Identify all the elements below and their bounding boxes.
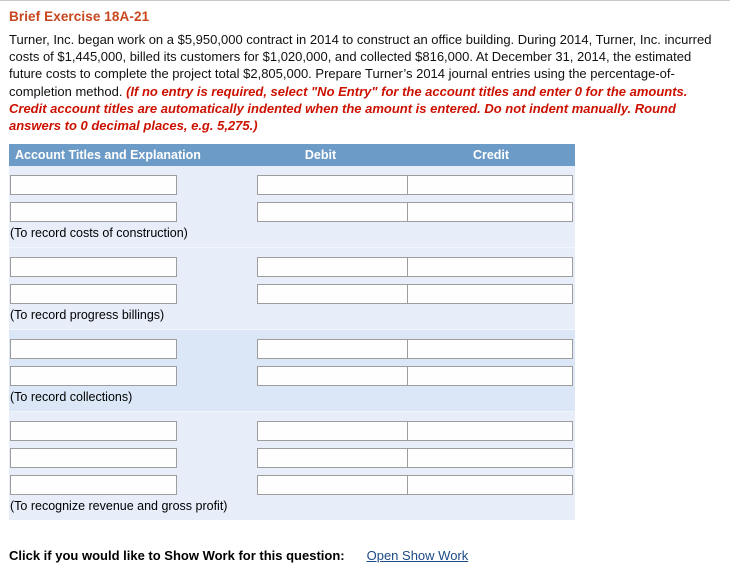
open-show-work-link[interactable]: Open Show Work	[366, 548, 469, 563]
show-work-label: Click if you would like to Show Work for…	[9, 548, 345, 563]
credit-amount-input[interactable]	[407, 283, 573, 304]
account-title-input[interactable]	[10, 474, 177, 495]
journal-group: (To record costs of construction)	[9, 166, 575, 247]
cell-account	[9, 201, 234, 222]
cell-debit	[234, 256, 422, 277]
debit-amount-input[interactable]	[257, 338, 422, 359]
credit-amount-input[interactable]	[407, 365, 573, 386]
cell-debit	[234, 338, 422, 359]
cell-account	[9, 365, 234, 386]
table-row	[9, 417, 575, 444]
credit-amount-input[interactable]	[407, 201, 573, 222]
cell-debit	[234, 474, 422, 495]
group-explanation: (To record collections)	[10, 390, 133, 404]
cell-credit	[407, 174, 575, 195]
credit-amount-input[interactable]	[407, 474, 573, 495]
prompt-note: (If no entry is required, select "No Ent…	[9, 83, 688, 134]
cell-debit	[234, 365, 422, 386]
debit-amount-input[interactable]	[257, 283, 422, 304]
column-header-credit: Credit	[472, 148, 510, 162]
prompt-body: Turner, Inc. began work on a $5,950,000 …	[9, 32, 712, 99]
cell-debit	[234, 174, 422, 195]
show-work-footer: Click if you would like to Show Work for…	[9, 548, 468, 563]
column-header-debit: Debit	[304, 148, 337, 162]
account-title-input[interactable]	[10, 365, 177, 386]
cell-credit	[407, 420, 575, 441]
journal-group: (To recognize revenue and gross profit)	[9, 411, 575, 520]
credit-amount-input[interactable]	[407, 174, 573, 195]
debit-amount-input[interactable]	[257, 365, 422, 386]
cell-account	[9, 474, 234, 495]
cell-credit	[407, 256, 575, 277]
account-title-input[interactable]	[10, 174, 177, 195]
cell-debit	[234, 420, 422, 441]
cell-account	[9, 338, 234, 359]
page-title: Brief Exercise 18A-21	[9, 9, 150, 24]
cell-account	[9, 256, 234, 277]
credit-amount-input[interactable]	[407, 256, 573, 277]
cell-account	[9, 283, 234, 304]
group-explanation: (To recognize revenue and gross profit)	[10, 499, 228, 513]
cell-credit	[407, 201, 575, 222]
group-explanation: (To record costs of construction)	[10, 226, 188, 240]
cell-debit	[234, 283, 422, 304]
cell-account	[9, 420, 234, 441]
credit-amount-input[interactable]	[407, 338, 573, 359]
cell-credit	[407, 474, 575, 495]
credit-amount-input[interactable]	[407, 447, 573, 468]
debit-amount-input[interactable]	[257, 256, 422, 277]
debit-amount-input[interactable]	[257, 447, 422, 468]
cell-account	[9, 447, 234, 468]
table-row	[9, 280, 575, 307]
exercise-prompt: Turner, Inc. began work on a $5,950,000 …	[9, 31, 723, 134]
account-title-input[interactable]	[10, 283, 177, 304]
table-row	[9, 198, 575, 225]
table-row	[9, 362, 575, 389]
journal-table-header: Account Titles and Explanation Debit Cre…	[9, 144, 575, 166]
cell-credit	[407, 283, 575, 304]
column-header-account: Account Titles and Explanation	[15, 148, 201, 162]
top-divider	[0, 0, 730, 1]
debit-amount-input[interactable]	[257, 420, 422, 441]
cell-debit	[234, 447, 422, 468]
cell-credit	[407, 338, 575, 359]
table-row	[9, 444, 575, 471]
cell-credit	[407, 365, 575, 386]
journal-group: (To record collections)	[9, 329, 575, 411]
debit-amount-input[interactable]	[257, 474, 422, 495]
debit-amount-input[interactable]	[257, 201, 422, 222]
journal-group: (To record progress billings)	[9, 247, 575, 329]
table-row	[9, 253, 575, 280]
journal-entry-table: Account Titles and Explanation Debit Cre…	[9, 144, 575, 520]
table-row	[9, 335, 575, 362]
debit-amount-input[interactable]	[257, 174, 422, 195]
cell-debit	[234, 201, 422, 222]
table-row	[9, 171, 575, 198]
cell-credit	[407, 447, 575, 468]
account-title-input[interactable]	[10, 256, 177, 277]
table-row	[9, 471, 575, 498]
cell-account	[9, 174, 234, 195]
credit-amount-input[interactable]	[407, 420, 573, 441]
account-title-input[interactable]	[10, 420, 177, 441]
group-explanation: (To record progress billings)	[10, 308, 165, 322]
account-title-input[interactable]	[10, 201, 177, 222]
account-title-input[interactable]	[10, 447, 177, 468]
account-title-input[interactable]	[10, 338, 177, 359]
